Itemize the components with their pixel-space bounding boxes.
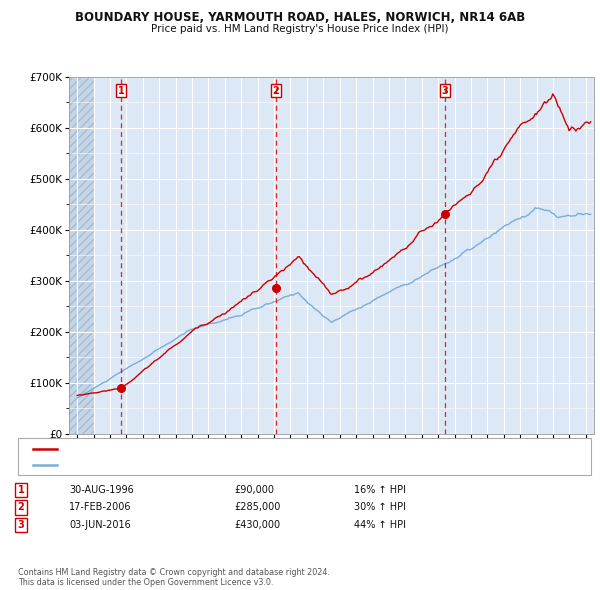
- Text: 17-FEB-2006: 17-FEB-2006: [69, 503, 131, 512]
- Text: Contains HM Land Registry data © Crown copyright and database right 2024.
This d: Contains HM Land Registry data © Crown c…: [18, 568, 330, 587]
- Text: HPI: Average price, detached house, South Norfolk: HPI: Average price, detached house, Sout…: [60, 460, 281, 469]
- Text: £430,000: £430,000: [234, 520, 280, 530]
- Text: 2: 2: [272, 86, 280, 96]
- Text: 3: 3: [442, 86, 448, 96]
- Text: 2: 2: [17, 503, 25, 512]
- Text: 03-JUN-2016: 03-JUN-2016: [69, 520, 131, 530]
- Text: £285,000: £285,000: [234, 503, 280, 512]
- Text: 1: 1: [17, 485, 25, 494]
- Text: £90,000: £90,000: [234, 485, 274, 494]
- Bar: [69, 77, 94, 434]
- Text: Price paid vs. HM Land Registry's House Price Index (HPI): Price paid vs. HM Land Registry's House …: [151, 24, 449, 34]
- Text: 44% ↑ HPI: 44% ↑ HPI: [354, 520, 406, 530]
- Text: 1: 1: [118, 86, 124, 96]
- Text: 30% ↑ HPI: 30% ↑ HPI: [354, 503, 406, 512]
- Text: 3: 3: [17, 520, 25, 530]
- Text: BOUNDARY HOUSE, YARMOUTH ROAD, HALES, NORWICH, NR14 6AB: BOUNDARY HOUSE, YARMOUTH ROAD, HALES, NO…: [75, 11, 525, 24]
- Text: 30-AUG-1996: 30-AUG-1996: [69, 485, 134, 494]
- Text: BOUNDARY HOUSE, YARMOUTH ROAD, HALES, NORWICH, NR14 6AB (detached house): BOUNDARY HOUSE, YARMOUTH ROAD, HALES, NO…: [60, 444, 438, 453]
- Text: 16% ↑ HPI: 16% ↑ HPI: [354, 485, 406, 494]
